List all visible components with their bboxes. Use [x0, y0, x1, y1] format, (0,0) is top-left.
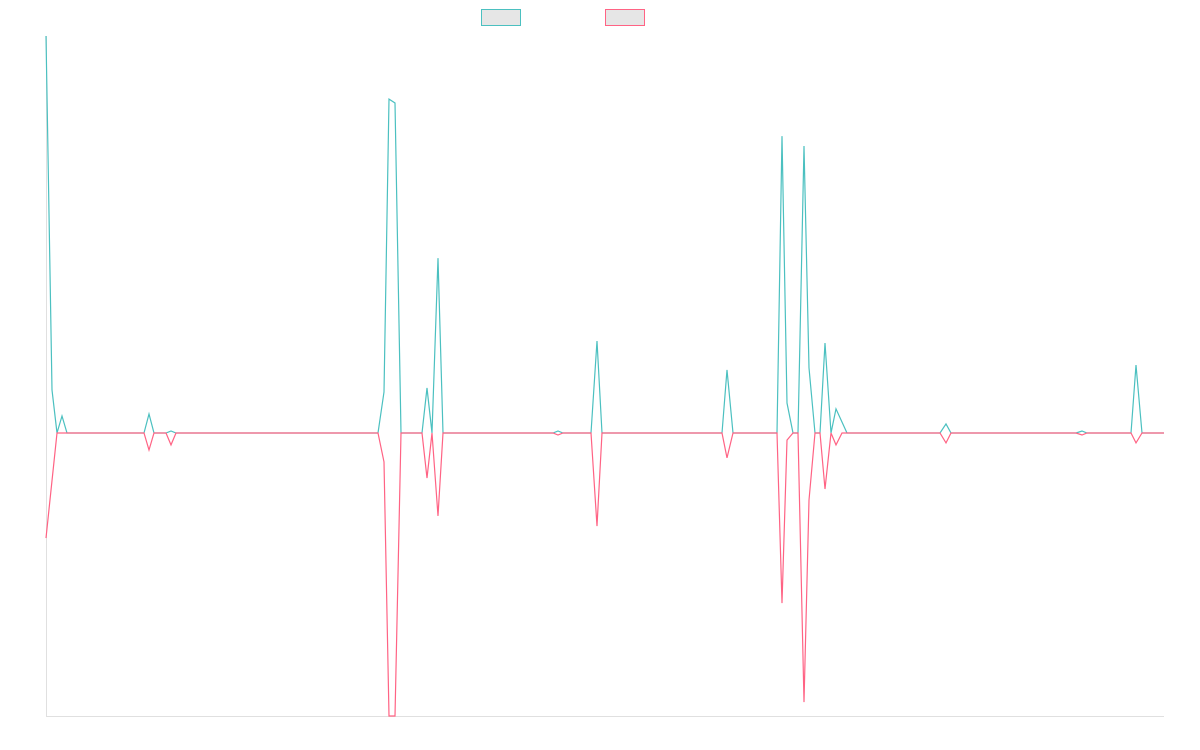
series-line — [45, 432, 1164, 717]
legend-swatch — [605, 9, 645, 26]
legend-swatch — [481, 9, 521, 26]
series-line — [45, 35, 1164, 434]
